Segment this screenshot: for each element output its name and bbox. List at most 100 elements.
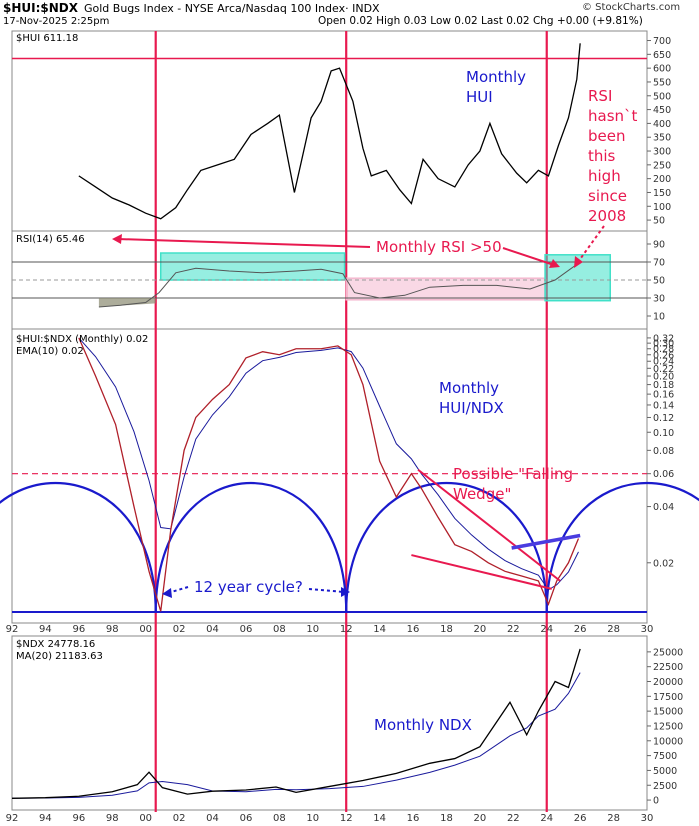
cycle-arc-4	[545, 481, 699, 613]
rsi-zone-1	[159, 252, 346, 281]
x-tick-label: 96	[72, 813, 85, 824]
annotation-monthly-ratio: Monthly HUI/NDX	[439, 379, 504, 417]
annotation-monthly-hui: Monthly HUI	[466, 68, 526, 106]
y-tick-label: 500	[653, 91, 671, 102]
x-tick-label: 14	[373, 624, 386, 635]
panel-frame-1	[11, 30, 648, 232]
y-tick-label: 600	[653, 64, 671, 75]
y-tick-label: 700	[653, 36, 671, 47]
y-tick-label: 0.26	[653, 350, 674, 361]
x-tick-label: 94	[39, 624, 52, 635]
x-tick-label: 20	[474, 813, 487, 824]
x-tick-label: 30	[641, 813, 654, 824]
arrowhead-cycle-right	[341, 587, 350, 597]
rsi-zone-2	[345, 277, 546, 301]
x-tick-label: 04	[206, 624, 219, 635]
x-tick-label: 24	[540, 624, 553, 635]
y-tick-label: 300	[653, 147, 671, 158]
x-tick-label: 30	[641, 624, 654, 635]
x-tick-label: 22	[507, 813, 520, 824]
panel-frame-3	[11, 328, 648, 624]
chart-header: $HUI:$NDX Gold Bugs Index - NYSE Arca/Na…	[0, 0, 699, 30]
x-tick-label: 00	[139, 624, 152, 635]
arrow-rsi-note	[577, 225, 605, 263]
x-tick-label: 02	[173, 624, 186, 635]
arrow-cycle-right	[308, 588, 345, 593]
rsi-line	[98, 261, 581, 308]
x-tick-label: 28	[607, 813, 620, 824]
y-tick-label: 10000	[653, 736, 683, 747]
wedge-upper-line	[417, 468, 561, 582]
y-tick-label: 20000	[653, 677, 683, 688]
x-tick-label: 00	[139, 813, 152, 824]
y-tick-label: 150	[653, 188, 671, 199]
x-tick-label: 10	[306, 813, 319, 824]
y-tick-label: 70	[653, 258, 665, 269]
x-tick-label: 06	[240, 813, 253, 824]
annotation-rsi-high: RSI hasn`t been this high since 2008	[588, 87, 638, 225]
x-tick-label: 10	[306, 624, 319, 635]
x-tick-label: 98	[106, 813, 119, 824]
y-tick-label: 22500	[653, 662, 683, 673]
annotation-falling-wedge: Possible "Falling Wedge"	[453, 465, 573, 503]
arrowhead-rsi-left	[112, 234, 122, 244]
arrow-rsi-left	[117, 238, 371, 248]
arrowhead-rsi-right	[549, 259, 560, 268]
y-tick-label: 90	[653, 240, 665, 251]
y-tick-label: 0.12	[653, 413, 674, 424]
y-tick-label: 30	[653, 294, 665, 305]
x-tick-label: 16	[407, 624, 420, 635]
wedge-lower-line	[411, 554, 552, 590]
ratio-line	[78, 337, 580, 612]
y-tick-label: 0.18	[653, 380, 674, 391]
hui-legend: $HUI 611.18	[16, 33, 78, 44]
y-tick-label: 50	[653, 276, 665, 287]
x-tick-label: 92	[6, 813, 19, 824]
annotation-cycle: 12 year cycle?	[194, 578, 303, 596]
chart-symbol: $HUI:$NDX	[3, 1, 79, 15]
x-tick-label: 98	[106, 624, 119, 635]
x-tick-label: 14	[373, 813, 386, 824]
y-tick-label: 15000	[653, 707, 683, 718]
x-tick-label: 08	[273, 813, 286, 824]
x-tick-label: 20	[474, 624, 487, 635]
y-tick-label: 0.20	[653, 372, 674, 383]
hui-price-line	[78, 43, 581, 220]
annotation-monthly-ndx: Monthly NDX	[374, 716, 472, 734]
ratio-legend: $HUI:$NDX (Monthly) 0.02	[16, 334, 148, 345]
y-tick-label: 0.14	[653, 400, 674, 411]
quote-line: Open 0.02 High 0.03 Low 0.02 Last 0.02 C…	[318, 15, 643, 27]
y-tick-label: 0.32	[653, 333, 674, 344]
y-tick-label: 0.10	[653, 428, 674, 439]
x-tick-label: 12	[340, 813, 353, 824]
ndx-price-line	[11, 648, 581, 799]
y-tick-label: 2500	[653, 781, 677, 792]
ratio-ema-line	[78, 337, 579, 591]
x-tick-label: 04	[206, 813, 219, 824]
rsi-legend: RSI(14) 65.46	[16, 234, 85, 245]
y-tick-label: 0.24	[653, 357, 674, 368]
annotation-rsi-gt50: Monthly RSI >50	[376, 238, 502, 256]
cycle-arc-2	[154, 481, 348, 613]
y-tick-label: 0.02	[653, 558, 674, 569]
y-tick-label: 12500	[653, 721, 683, 732]
rsi-oversold-fill	[98, 298, 156, 307]
y-tick-label: 25000	[653, 647, 683, 658]
x-tick-label: 26	[574, 624, 587, 635]
x-tick-label: 16	[407, 813, 420, 824]
x-tick-label: 96	[72, 624, 85, 635]
y-tick-label: 100	[653, 202, 671, 213]
x-tick-label: 18	[440, 813, 453, 824]
y-tick-label: 0.28	[653, 344, 674, 355]
x-tick-label: 28	[607, 624, 620, 635]
x-tick-label: 18	[440, 624, 453, 635]
x-tick-label: 22	[507, 624, 520, 635]
y-tick-label: 200	[653, 174, 671, 185]
y-tick-label: 650	[653, 50, 671, 61]
x-tick-label: 94	[39, 813, 52, 824]
y-tick-label: 0.22	[653, 364, 674, 375]
y-tick-label: 350	[653, 133, 671, 144]
y-tick-label: 17500	[653, 692, 683, 703]
breakout-line	[511, 533, 581, 550]
